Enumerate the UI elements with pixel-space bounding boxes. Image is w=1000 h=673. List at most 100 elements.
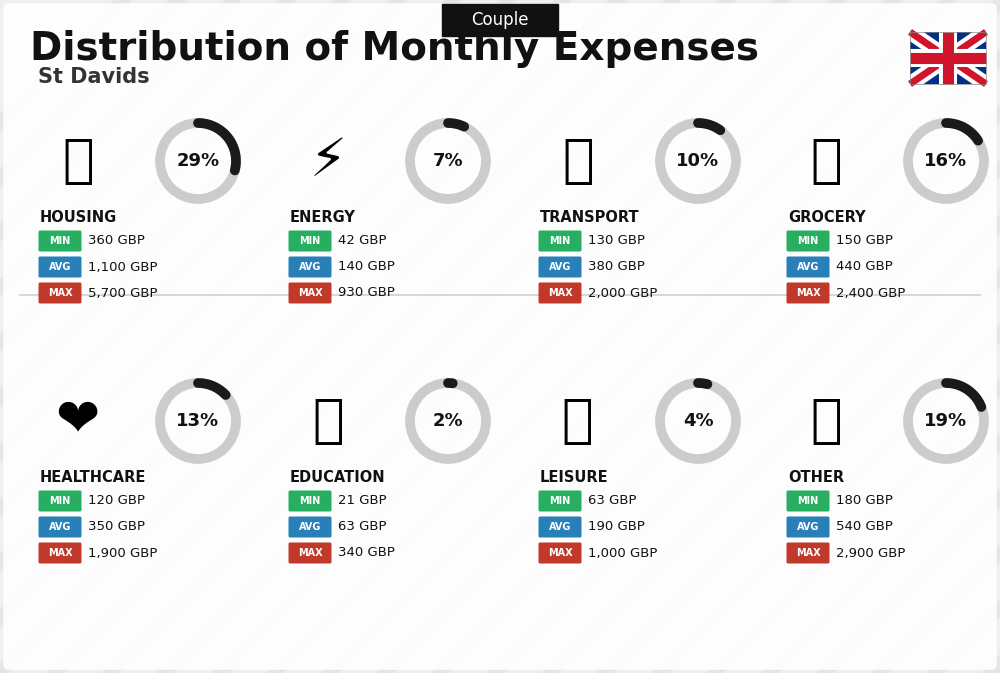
Text: 🎓: 🎓 (312, 395, 344, 447)
FancyBboxPatch shape (538, 230, 582, 252)
Text: 🏢: 🏢 (62, 135, 94, 187)
Text: MIN: MIN (49, 236, 71, 246)
FancyBboxPatch shape (4, 4, 996, 669)
Text: St Davids: St Davids (38, 67, 150, 87)
Text: 2%: 2% (433, 412, 463, 430)
FancyBboxPatch shape (786, 516, 830, 538)
FancyBboxPatch shape (288, 516, 332, 538)
Text: AVG: AVG (549, 262, 571, 272)
Text: AVG: AVG (299, 522, 321, 532)
Text: 13%: 13% (176, 412, 220, 430)
Text: TRANSPORT: TRANSPORT (540, 211, 640, 225)
Text: 930 GBP: 930 GBP (338, 287, 395, 299)
Text: 👜: 👜 (810, 395, 842, 447)
Text: 120 GBP: 120 GBP (88, 495, 145, 507)
FancyBboxPatch shape (786, 283, 830, 304)
FancyBboxPatch shape (786, 542, 830, 563)
Text: MIN: MIN (797, 496, 819, 506)
Text: EDUCATION: EDUCATION (290, 470, 386, 485)
FancyBboxPatch shape (38, 491, 82, 511)
Text: MAX: MAX (548, 548, 572, 558)
Text: 4%: 4% (683, 412, 713, 430)
Text: ⚡: ⚡ (310, 135, 347, 187)
Text: MAX: MAX (48, 548, 72, 558)
FancyBboxPatch shape (786, 230, 830, 252)
Text: 1,000 GBP: 1,000 GBP (588, 546, 657, 559)
Text: 540 GBP: 540 GBP (836, 520, 893, 534)
Text: 🛍️: 🛍️ (562, 395, 594, 447)
FancyBboxPatch shape (442, 4, 558, 36)
Text: AVG: AVG (549, 522, 571, 532)
Text: 1,900 GBP: 1,900 GBP (88, 546, 157, 559)
Text: 190 GBP: 190 GBP (588, 520, 645, 534)
Bar (910, 32, 986, 84)
Text: MAX: MAX (796, 288, 820, 298)
FancyBboxPatch shape (288, 256, 332, 277)
Text: 63 GBP: 63 GBP (338, 520, 386, 534)
FancyBboxPatch shape (538, 491, 582, 511)
Text: MAX: MAX (548, 288, 572, 298)
Text: 63 GBP: 63 GBP (588, 495, 637, 507)
Text: MIN: MIN (549, 496, 571, 506)
FancyBboxPatch shape (538, 256, 582, 277)
FancyBboxPatch shape (538, 283, 582, 304)
Text: MIN: MIN (299, 236, 321, 246)
Text: 180 GBP: 180 GBP (836, 495, 893, 507)
Text: MAX: MAX (796, 548, 820, 558)
Text: 380 GBP: 380 GBP (588, 260, 645, 273)
Text: 29%: 29% (176, 152, 220, 170)
Text: 🛍: 🛍 (810, 135, 842, 187)
Text: AVG: AVG (49, 262, 71, 272)
FancyBboxPatch shape (288, 491, 332, 511)
FancyBboxPatch shape (38, 542, 82, 563)
Text: 350 GBP: 350 GBP (88, 520, 145, 534)
Text: 130 GBP: 130 GBP (588, 234, 645, 248)
Bar (910, 32, 986, 84)
Text: MIN: MIN (299, 496, 321, 506)
Text: ❤️: ❤️ (56, 395, 100, 447)
Text: 2,900 GBP: 2,900 GBP (836, 546, 905, 559)
FancyBboxPatch shape (38, 283, 82, 304)
Text: AVG: AVG (49, 522, 71, 532)
Text: AVG: AVG (797, 262, 819, 272)
Text: Distribution of Monthly Expenses: Distribution of Monthly Expenses (30, 30, 759, 68)
FancyBboxPatch shape (38, 230, 82, 252)
Text: 16%: 16% (924, 152, 968, 170)
Text: 7%: 7% (433, 152, 463, 170)
Text: 340 GBP: 340 GBP (338, 546, 395, 559)
Text: 360 GBP: 360 GBP (88, 234, 145, 248)
Text: MIN: MIN (549, 236, 571, 246)
FancyBboxPatch shape (786, 256, 830, 277)
FancyBboxPatch shape (538, 516, 582, 538)
FancyBboxPatch shape (288, 283, 332, 304)
Text: ENERGY: ENERGY (290, 211, 356, 225)
Text: 21 GBP: 21 GBP (338, 495, 387, 507)
Text: 2,400 GBP: 2,400 GBP (836, 287, 905, 299)
Text: MAX: MAX (298, 288, 322, 298)
Text: 10%: 10% (676, 152, 720, 170)
FancyBboxPatch shape (786, 491, 830, 511)
Text: 440 GBP: 440 GBP (836, 260, 893, 273)
FancyBboxPatch shape (538, 542, 582, 563)
Text: AVG: AVG (299, 262, 321, 272)
Text: GROCERY: GROCERY (788, 211, 866, 225)
Text: 140 GBP: 140 GBP (338, 260, 395, 273)
Text: 🚌: 🚌 (562, 135, 594, 187)
Text: AVG: AVG (797, 522, 819, 532)
Text: MAX: MAX (298, 548, 322, 558)
FancyBboxPatch shape (288, 542, 332, 563)
Text: 150 GBP: 150 GBP (836, 234, 893, 248)
Text: 2,000 GBP: 2,000 GBP (588, 287, 657, 299)
Text: MIN: MIN (49, 496, 71, 506)
Text: 19%: 19% (924, 412, 968, 430)
Text: HEALTHCARE: HEALTHCARE (40, 470, 146, 485)
Text: OTHER: OTHER (788, 470, 844, 485)
Text: 5,700 GBP: 5,700 GBP (88, 287, 158, 299)
Text: 42 GBP: 42 GBP (338, 234, 386, 248)
Text: Couple: Couple (471, 11, 529, 29)
Text: MAX: MAX (48, 288, 72, 298)
Text: 1,100 GBP: 1,100 GBP (88, 260, 158, 273)
Text: LEISURE: LEISURE (540, 470, 609, 485)
FancyBboxPatch shape (38, 256, 82, 277)
FancyBboxPatch shape (288, 230, 332, 252)
